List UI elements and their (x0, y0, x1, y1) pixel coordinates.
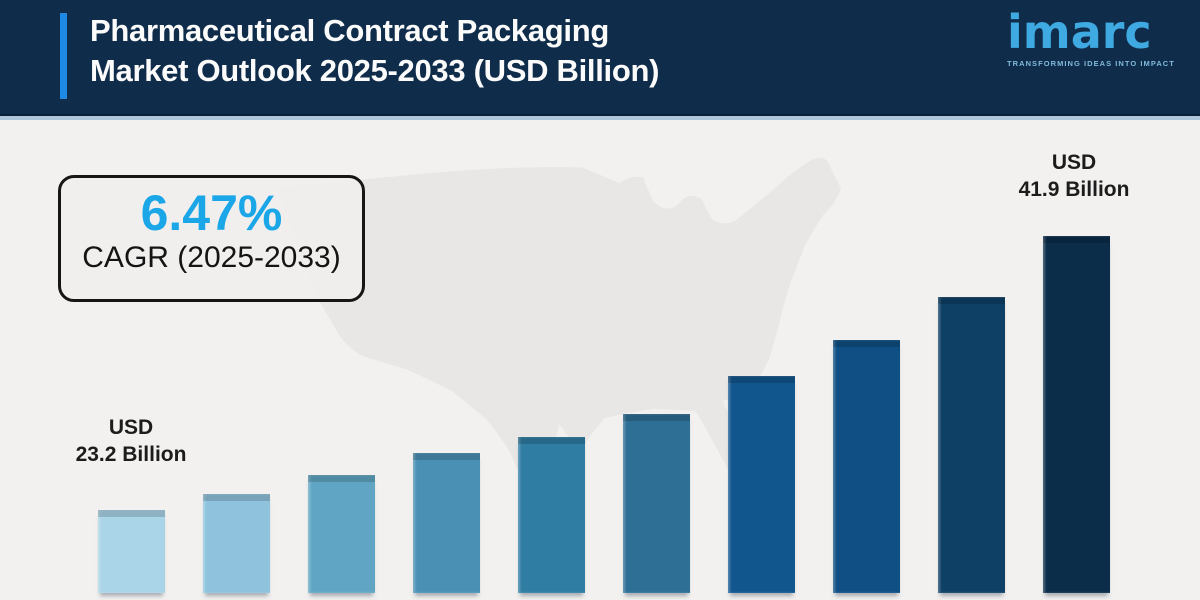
bar-8 (833, 340, 900, 593)
bar-10 (1043, 236, 1110, 593)
last-bar-value-amount: 41.9 Billion (1018, 178, 1130, 201)
bar-1 (98, 510, 165, 593)
bar-5 (518, 437, 585, 593)
bar-2 (203, 494, 270, 593)
last-bar-value-currency: USD (1051, 151, 1097, 174)
page-title-line1: Pharmaceutical Contract Packaging (90, 13, 610, 48)
bar-chart (98, 236, 1110, 593)
cagr-value: 6.47% (140, 185, 283, 241)
bar-9 (938, 297, 1005, 593)
imarc-logo-text: imarc (1007, 5, 1152, 59)
header-divider (0, 116, 1200, 120)
title-accent-bar (60, 13, 67, 99)
bar-4 (413, 453, 480, 593)
bar-6 (623, 414, 690, 593)
bar-3 (308, 475, 375, 593)
cagr-period-label: CAGR (2025-2033) (82, 241, 341, 274)
page-title: Pharmaceutical Contract Packaging Market… (90, 11, 659, 91)
page-title-line2: Market Outlook 2025-2033 (USD Billion) (90, 53, 660, 88)
first-bar-value-amount: 23.2 Billion (75, 443, 187, 466)
header-banner: Pharmaceutical Contract Packaging Market… (0, 0, 1200, 116)
us-map-silhouette (278, 157, 842, 502)
cagr-callout-box: 6.47% CAGR (2025-2033) (58, 175, 365, 302)
imarc-logo: imarc TRANSFORMING IDEAS INTO IMPACT (1007, 5, 1175, 68)
first-bar-value-label: USD 23.2 Billion (76, 414, 187, 468)
imarc-logo-tagline: TRANSFORMING IDEAS INTO IMPACT (1007, 59, 1175, 68)
bar-7 (728, 376, 795, 593)
last-bar-value-label: USD 41.9 Billion (1019, 149, 1130, 203)
first-bar-value-currency: USD (108, 416, 154, 439)
